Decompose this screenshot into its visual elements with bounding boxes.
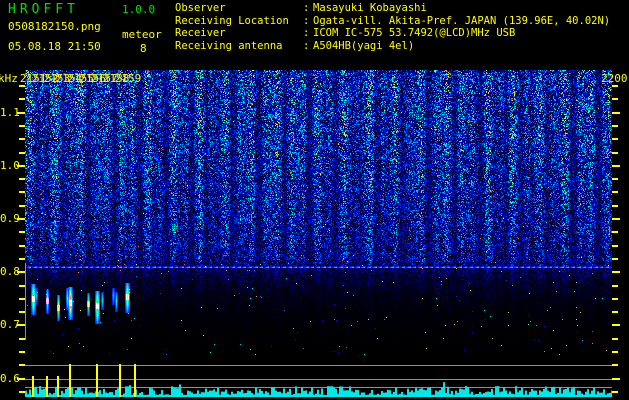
y-axis-major-tick [17, 164, 25, 167]
y-axis-minor-tick-right [612, 231, 618, 234]
y-axis-minor-tick [19, 311, 25, 314]
info-label: Receiver [175, 27, 226, 40]
y-axis-major-tick [17, 218, 25, 221]
y-axis-minor-tick [19, 84, 25, 87]
info-row-observer: Observer : Masayuki Kobayashi [175, 2, 610, 15]
y-axis-minor-tick-right [612, 151, 618, 154]
y-axis-minor-tick [19, 244, 25, 247]
x-axis-time-label: 2159 [114, 72, 142, 85]
info-row-location: Receiving Location : Ogata-vill. Akita-P… [175, 15, 610, 28]
y-axis-minor-tick [19, 191, 25, 194]
y-axis-minor-tick [19, 284, 25, 287]
y-axis-minor-tick [19, 231, 25, 234]
image-filename: 0508182150.png [8, 20, 101, 33]
strip-chart-canvas [25, 360, 612, 400]
y-axis-major-tick-right [612, 324, 620, 327]
y-axis-major-tick-right [612, 377, 620, 380]
info-label: Observer [175, 2, 226, 14]
header-panel: HROFFT 1.0.0 0508182150.png 05.08.18 21:… [0, 0, 629, 70]
y-axis-minor-tick-right [612, 191, 618, 194]
info-label: Receiving antenna [175, 39, 283, 52]
y-axis-major-tick [17, 271, 25, 274]
event-count: 8 [140, 42, 147, 55]
y-axis-minor-tick-right [612, 284, 618, 287]
y-axis-minor-tick-right [612, 337, 618, 340]
x-axis-time-label: 2155 [67, 72, 94, 85]
info-value: Ogata-vill. Akita-Pref. JAPAN (139.96E, … [313, 14, 611, 27]
y-axis-minor-tick-right [612, 178, 618, 181]
x-axis-time-label: 2151 [19, 72, 47, 85]
info-row-antenna: Receiving antenna : A504HB(yagi 4el) [175, 40, 610, 53]
info-separator: : [303, 2, 310, 14]
x-axis-time-label: 2158 [102, 72, 130, 85]
y-axis-minor-tick-right [612, 257, 618, 260]
event-type-label: meteor [122, 28, 162, 41]
info-label: Receiving Location [175, 14, 289, 27]
y-axis-label: 0.9 [0, 212, 20, 226]
info-value: Masayuki Kobayashi [313, 2, 427, 14]
station-info-block: Observer : Masayuki Kobayashi Receiving … [175, 2, 610, 52]
x-axis-time-label: 2153 [43, 72, 71, 85]
y-axis-minor-tick [19, 138, 25, 141]
app-title: HROFFT [8, 2, 79, 17]
x-axis-time-label: 2157 [91, 72, 118, 85]
y-axis-minor-tick-right [612, 244, 618, 247]
info-value: ICOM IC-575 53.7492(@LCD)MHz USB [313, 27, 516, 40]
y-axis-major-tick-right [612, 218, 620, 221]
y-axis-major-tick-right [612, 164, 620, 167]
y-axis-minor-tick-right [612, 364, 618, 367]
x-axis-time-label: 2156 [79, 72, 106, 85]
y-axis-minor-tick [19, 337, 25, 340]
y-axis-minor-tick-right [612, 98, 618, 101]
info-separator: : [303, 27, 310, 40]
x-axis-time-label: 2154 [55, 72, 83, 85]
y-axis-label: 0.6 [0, 371, 20, 385]
y-axis-major-tick-right [612, 111, 620, 114]
y-axis-minor-tick [19, 257, 25, 260]
y-axis-minor-tick [19, 297, 25, 300]
x-axis-time-label: 2200 [601, 72, 628, 85]
y-axis-minor-tick-right [612, 204, 618, 207]
y-axis-major-tick [17, 324, 25, 327]
y-axis-minor-tick [19, 364, 25, 367]
y-axis-label: 1.0 [0, 158, 20, 172]
y-axis-label: 1.1 [0, 105, 20, 119]
y-axis-minor-tick-right [612, 351, 618, 354]
y-axis-major-tick [17, 377, 25, 380]
spectrogram-canvas [25, 70, 612, 355]
info-row-receiver: Receiver : ICOM IC-575 53.7492(@LCD)MHz … [175, 27, 610, 40]
y-axis-minor-tick-right [612, 311, 618, 314]
spectrogram-image [25, 70, 612, 355]
y-axis-unit-label: kHz [0, 72, 18, 85]
y-axis-minor-tick [19, 351, 25, 354]
y-axis-minor-tick-right [612, 124, 618, 127]
y-axis-label: 0.7 [0, 318, 20, 332]
y-axis-minor-tick [19, 391, 25, 394]
y-axis-minor-tick [19, 178, 25, 181]
signal-level-strip-chart [25, 360, 612, 400]
x-axis-time-label: 2152 [31, 72, 59, 85]
app-version: 1.0.0 [122, 3, 156, 16]
y-axis-minor-tick [19, 124, 25, 127]
y-axis-minor-tick-right [612, 84, 618, 87]
y-axis-label: 0.8 [0, 265, 20, 279]
spectrogram-plot: kHz 1.1 1.0 0.9 0.8 0.7 0.6 2151 2152 2153 2154 2… [0, 70, 629, 400]
y-axis-minor-tick [19, 98, 25, 101]
y-axis-minor-tick-right [612, 391, 618, 394]
info-value: A504HB(yagi 4el) [313, 39, 415, 52]
info-separator: : [303, 39, 310, 52]
y-axis-minor-tick-right [612, 138, 618, 141]
y-axis-minor-tick [19, 151, 25, 154]
y-axis-minor-tick-right [612, 297, 618, 300]
y-axis-major-tick [17, 111, 25, 114]
y-axis-minor-tick [19, 204, 25, 207]
info-separator: : [303, 14, 310, 27]
y-axis-major-tick-right [612, 271, 620, 274]
capture-datetime: 05.08.18 21:50 [8, 40, 101, 53]
y-axis-spine [25, 262, 26, 341]
